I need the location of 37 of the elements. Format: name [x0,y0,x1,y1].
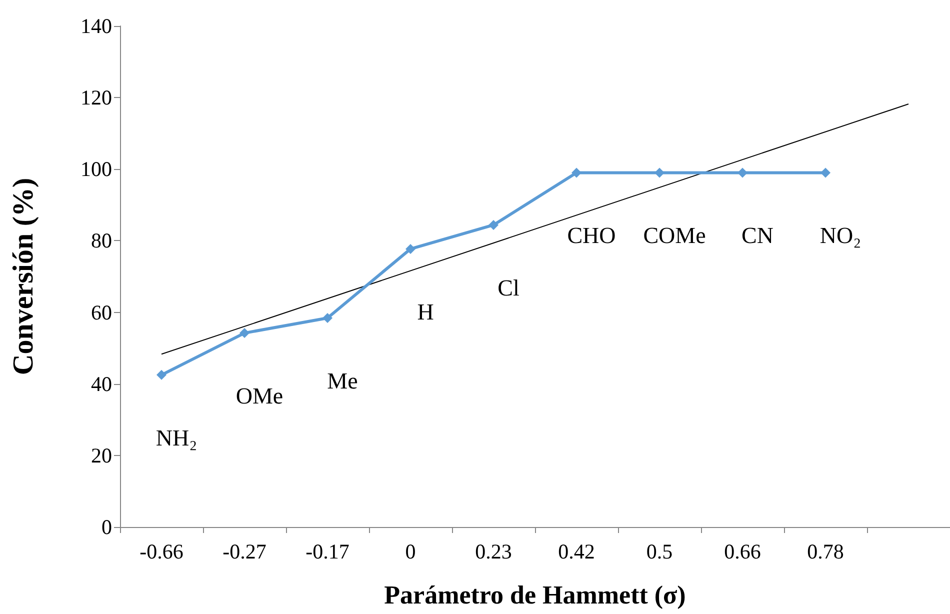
annotation: Me [327,368,358,394]
y-tick-label: 100 [80,157,112,182]
x-tick-label: -0.27 [222,540,266,564]
y-tick-label: 40 [91,372,112,396]
y-tick-label: 0 [102,515,112,539]
y-axis-title: Conversión (%) [8,178,40,376]
x-tick-label: 0.23 [475,540,512,564]
annotation: CHO [567,223,616,248]
x-tick-label: 0.5 [646,540,673,564]
point [820,168,830,178]
y-tick-label: 140 [80,14,112,38]
annotation: NH₂ [156,425,198,450]
y-tick-label: 60 [91,300,112,324]
y-tick-label: 80 [91,228,112,253]
x-tick-label: 0.66 [724,540,761,564]
y-tick-label: 120 [80,86,112,110]
point [488,220,498,230]
x-tick-label: -0.66 [140,540,184,564]
annotation: CN [742,223,774,248]
x-tick-label: 0.78 [807,540,844,564]
annotation: COMe [643,223,706,248]
y-tick-label: 20 [91,443,112,468]
point [654,168,664,178]
x-tick-label: -0.17 [306,540,350,564]
point [240,328,250,338]
point [738,168,748,178]
point [406,244,416,254]
annotation: Cl [498,275,520,300]
annotation: OMe [236,384,284,409]
x-axis-title: Parámetro de Hammett (σ) [384,580,686,610]
x-tick-label: 0.42 [558,540,595,564]
annotation: NO₂ [820,223,862,248]
point [156,370,166,380]
point [572,168,582,178]
x-tick-label: 0 [405,540,416,564]
annotation: H [417,299,434,324]
point [322,313,332,324]
